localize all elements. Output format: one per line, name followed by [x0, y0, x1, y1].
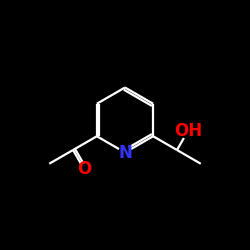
Text: O: O	[77, 160, 92, 178]
Text: N: N	[118, 144, 132, 162]
Text: OH: OH	[174, 122, 202, 140]
Circle shape	[180, 122, 196, 138]
Circle shape	[119, 146, 131, 159]
Circle shape	[79, 164, 90, 175]
